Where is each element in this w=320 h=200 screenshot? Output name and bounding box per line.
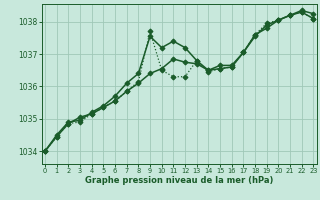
- X-axis label: Graphe pression niveau de la mer (hPa): Graphe pression niveau de la mer (hPa): [85, 176, 273, 185]
